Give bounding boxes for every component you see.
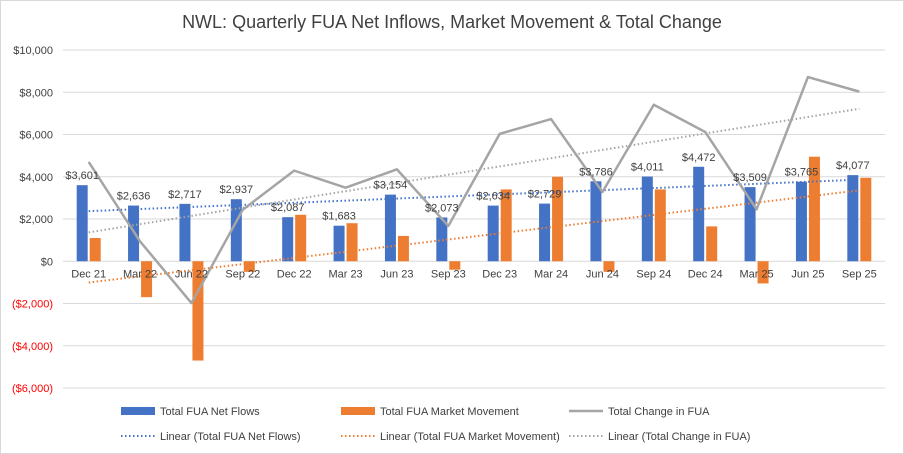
legend-label: Total FUA Market Movement bbox=[380, 406, 519, 418]
trendline bbox=[88, 178, 860, 213]
net-flows-bar bbox=[641, 176, 653, 262]
data-labels: $3,601 $2,636 $2,717 $2,937 $2,087 $1,683 $3,1… bbox=[65, 152, 869, 223]
chart-title: NWL: Quarterly FUA Net Inflows, Market M… bbox=[182, 12, 722, 32]
market-movement-bar bbox=[192, 261, 204, 361]
data-label: $2,073 bbox=[425, 202, 459, 214]
x-tick-label: Dec 24 bbox=[688, 268, 723, 280]
y-tick-label: $0 bbox=[41, 256, 53, 268]
trendline bbox=[88, 189, 860, 284]
legend: Total FUA Net Flows Total FUA Market Move… bbox=[121, 406, 750, 443]
x-tick-label: Sep 23 bbox=[431, 268, 466, 280]
trendline bbox=[88, 107, 860, 234]
x-tick-label: Mar 24 bbox=[534, 268, 568, 280]
x-tick-label: Sep 25 bbox=[842, 268, 877, 280]
market-movement-bar bbox=[449, 261, 461, 270]
y-tick-label: ($2,000) bbox=[12, 299, 53, 311]
x-axis-ticks: Dec 21 Mar 22 Jun 22 Sep 22 Dec 22 Mar 23 Jun … bbox=[71, 268, 876, 280]
x-tick-label: Dec 22 bbox=[277, 268, 312, 280]
data-label: $3,765 bbox=[785, 167, 819, 179]
net-flows-bar bbox=[333, 225, 345, 262]
data-label: $4,077 bbox=[836, 160, 870, 172]
market-movement-bar bbox=[89, 238, 101, 262]
data-label: $2,717 bbox=[168, 189, 202, 201]
net-flows-bar bbox=[76, 185, 88, 262]
net-flows-bar bbox=[744, 187, 756, 262]
y-tick-label: ($6,000) bbox=[12, 383, 53, 395]
net-flows-bar bbox=[539, 203, 551, 262]
market-movement-bar bbox=[808, 156, 820, 262]
market-movement-bar bbox=[500, 189, 512, 262]
data-label: $3,154 bbox=[374, 180, 408, 192]
net-flows-bar bbox=[795, 181, 807, 262]
market-movement-bar bbox=[141, 261, 153, 298]
data-label: $2,634 bbox=[476, 191, 510, 203]
market-movement-bar bbox=[757, 261, 769, 284]
market-movement-bar bbox=[603, 261, 615, 272]
total-change-polyline bbox=[87, 75, 860, 305]
net-flows-bar bbox=[384, 194, 396, 262]
legend-label: Linear (Total FUA Market Movement) bbox=[380, 431, 560, 443]
y-tick-label: $8,000 bbox=[19, 87, 53, 99]
data-label: $3,601 bbox=[65, 170, 99, 182]
y-tick-label: $2,000 bbox=[19, 214, 53, 226]
data-label: $1,683 bbox=[322, 211, 356, 223]
y-tick-label: ($4,000) bbox=[12, 341, 53, 353]
x-tick-label: Sep 24 bbox=[636, 268, 671, 280]
x-tick-label: Jun 23 bbox=[380, 268, 413, 280]
market-movement-bar bbox=[346, 223, 358, 262]
data-label: $4,011 bbox=[631, 162, 664, 174]
y-axis-ticks: $10,000 $8,000 $6,000 $4,000 $2,000 $0 ($2,000… bbox=[12, 45, 53, 395]
net-flows-bar bbox=[179, 203, 191, 262]
legend-label: Linear (Total FUA Net Flows) bbox=[160, 431, 301, 443]
trendlines bbox=[88, 107, 860, 284]
data-label: $2,729 bbox=[528, 189, 562, 201]
market-movement-bar bbox=[295, 214, 307, 262]
net-flows-bar bbox=[487, 205, 499, 262]
data-label: $2,937 bbox=[219, 184, 253, 196]
x-tick-label: Sep 22 bbox=[225, 268, 260, 280]
market-movement-bar bbox=[552, 176, 564, 262]
legend-label: Linear (Total Change in FUA) bbox=[608, 431, 750, 443]
legend-label: Total FUA Net Flows bbox=[160, 406, 260, 418]
data-label: $2,636 bbox=[117, 191, 151, 203]
market-movement-bar bbox=[397, 235, 409, 262]
market-movement-bar bbox=[860, 177, 872, 262]
net-flows-bar bbox=[693, 166, 705, 262]
x-tick-label: Jun 24 bbox=[586, 268, 619, 280]
x-tick-label: Jun 22 bbox=[175, 268, 208, 280]
net-flows-bar bbox=[282, 217, 294, 262]
total-change-line bbox=[87, 75, 860, 305]
x-tick-label: Jun 25 bbox=[791, 268, 824, 280]
data-label: $4,472 bbox=[682, 152, 716, 164]
market-movement-bar bbox=[706, 226, 718, 262]
market-movement-bar bbox=[243, 261, 255, 272]
x-tick-label: Mar 25 bbox=[739, 268, 773, 280]
legend-swatch bbox=[121, 407, 155, 415]
x-tick-label: Mar 23 bbox=[328, 268, 362, 280]
net-flows-bar bbox=[436, 217, 448, 262]
data-label: $3,786 bbox=[579, 166, 613, 178]
x-tick-label: Dec 21 bbox=[71, 268, 106, 280]
net-flows-bar bbox=[590, 181, 602, 262]
bars bbox=[76, 156, 872, 361]
net-flows-bar bbox=[230, 199, 242, 262]
market-movement-bar bbox=[654, 189, 666, 262]
legend-swatch bbox=[341, 407, 375, 415]
data-label: $2,087 bbox=[271, 202, 305, 214]
data-label: $3,509 bbox=[733, 172, 767, 184]
y-tick-label: $6,000 bbox=[19, 130, 53, 142]
x-tick-label: Mar 22 bbox=[123, 268, 157, 280]
legend-label: Total Change in FUA bbox=[608, 406, 710, 418]
y-tick-label: $4,000 bbox=[19, 172, 53, 184]
net-flows-bar bbox=[847, 175, 859, 262]
y-tick-label: $10,000 bbox=[13, 45, 53, 57]
x-tick-label: Dec 23 bbox=[482, 268, 517, 280]
